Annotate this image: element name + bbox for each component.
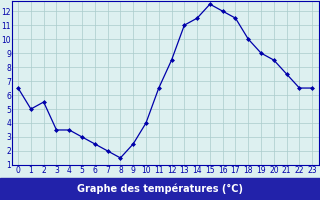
Text: Graphe des températures (°C): Graphe des températures (°C) <box>77 184 243 194</box>
